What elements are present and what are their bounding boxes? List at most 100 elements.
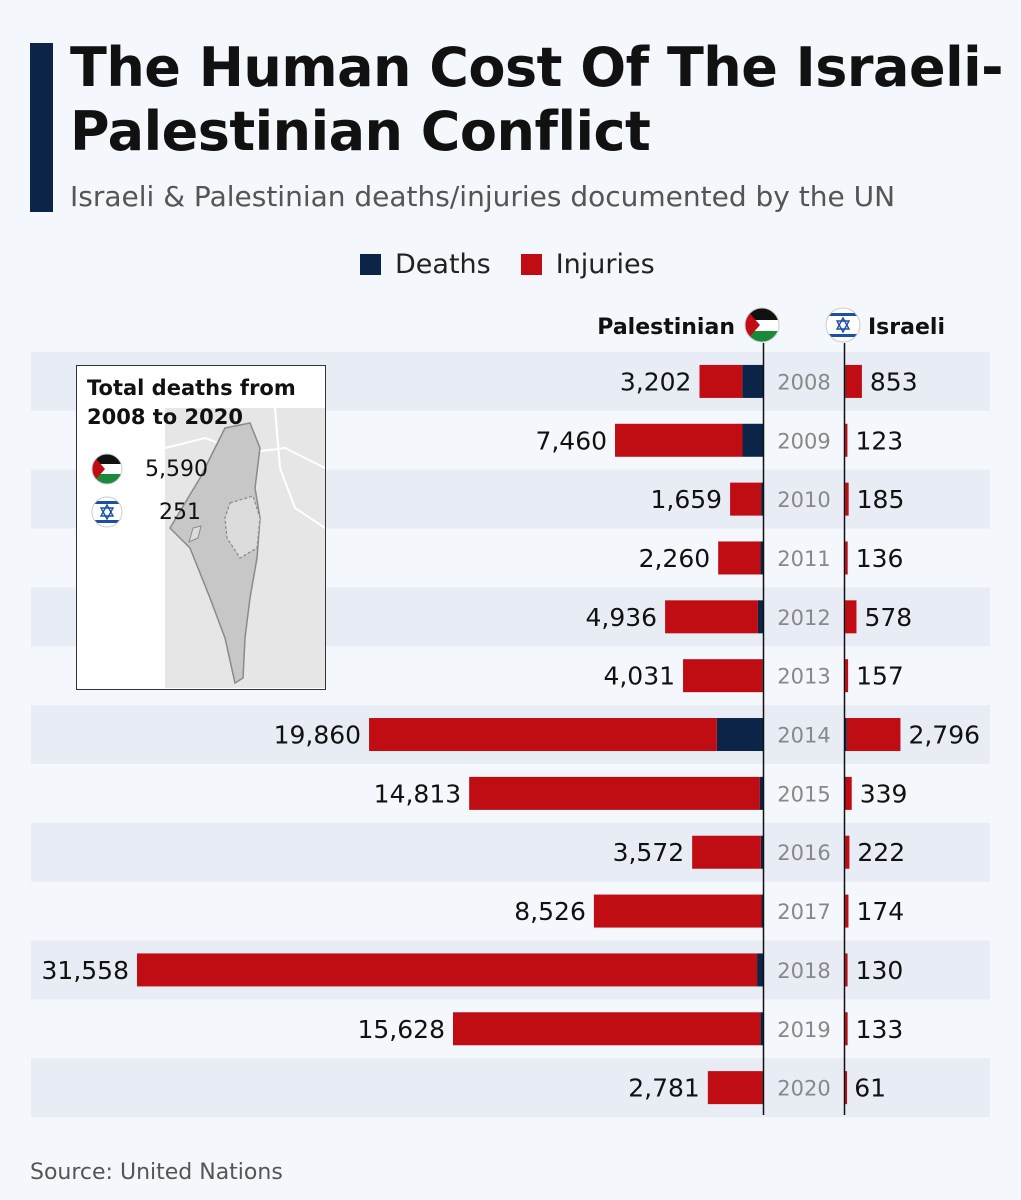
inset-row-palestinian: 5,590 [91,453,208,485]
value-label-palestinian: 15,628 [358,1015,445,1044]
value-label-palestinian: 1,659 [651,485,723,514]
title-accent-bar [30,43,53,212]
palestine-flag-icon [91,453,123,485]
year-label: 2017 [777,900,830,924]
year-label: 2009 [777,429,830,453]
year-label: 2014 [777,724,830,748]
row-band [31,1058,990,1118]
israel-map-illustration [165,408,325,688]
value-label-palestinian: 2,781 [628,1074,700,1103]
bar-palestinian-deaths [760,541,763,575]
bar-palestinian-deaths [760,835,763,869]
bar-palestinian-injuries [707,1071,763,1105]
value-label-israeli: 61 [854,1074,886,1103]
year-label: 2016 [777,841,830,865]
bar-palestinian-deaths [762,659,763,693]
bar-palestinian-injuries [452,1012,761,1046]
bar-palestinian-deaths [761,482,763,516]
legend-item-injuries: Injuries [520,248,655,280]
year-label: 2020 [777,1077,830,1101]
chart-area: Palestinian Israeli 3,202 853 2008 7,460 123… [31,307,990,1118]
bar-palestinian-injuries [137,953,758,987]
chart-subtitle: Israeli & Palestinian deaths/injuries do… [70,180,896,213]
value-label-israeli: 123 [855,426,903,455]
bar-israeli-injuries [845,659,849,693]
totals-inset-box: Total deaths from 2008 to 2020 5,590 [76,365,326,690]
value-label-israeli: 133 [856,1015,904,1044]
bar-palestinian-deaths [742,364,763,398]
israel-flag-icon [826,308,860,342]
bar-israeli-injuries [845,423,848,457]
bar-palestinian-injuries [718,541,761,575]
legend: Deaths Injuries [360,247,685,281]
bar-palestinian-injuries [692,835,761,869]
year-label: 2018 [777,959,830,983]
year-label: 2011 [777,547,830,571]
bar-israeli-injuries [845,541,848,575]
value-label-palestinian: 31,558 [42,956,129,985]
bar-palestinian-injuries [593,894,762,928]
inset-row-israeli: 251 [91,496,201,528]
year-label: 2013 [777,665,830,689]
bar-israeli-injuries [845,482,849,516]
bar-israeli-injuries [845,894,849,928]
legend-item-deaths: Deaths [360,249,491,280]
palestine-flag-icon [745,308,779,342]
year-label: 2010 [777,488,830,512]
bar-palestinian-deaths [759,776,763,810]
bar-palestinian-deaths [761,894,763,928]
row-band [31,822,990,882]
value-label-palestinian: 3,572 [613,838,685,867]
legend-label-injuries: Injuries [555,248,655,280]
value-label-israeli: 130 [856,956,904,985]
value-label-israeli: 136 [856,544,904,573]
bar-palestinian-injuries [369,718,717,752]
year-label: 2012 [777,606,830,630]
column-label-israeli: Israeli [868,315,945,340]
value-label-palestinian: 4,936 [586,603,658,632]
value-label-israeli: 2,796 [908,721,980,750]
chart-title: The Human Cost Of The Israeli-Palestinia… [70,36,1004,163]
source-note: Source: United Nations [30,1160,283,1185]
bar-palestinian-deaths [742,423,763,457]
value-label-palestinian: 2,260 [639,544,711,573]
legend-swatch-injuries [520,253,542,275]
bar-palestinian-deaths [757,953,763,987]
value-label-israeli: 222 [857,838,905,867]
value-label-israeli: 853 [870,367,918,396]
israeli-total-deaths: 251 [159,499,201,525]
legend-swatch-deaths [360,253,381,275]
bar-palestinian-injuries [699,364,743,398]
bar-israeli-injuries [846,718,901,752]
value-label-israeli: 157 [856,662,904,691]
bar-israeli-injuries [845,600,857,634]
israel-flag-icon [91,496,123,528]
value-label-israeli: 578 [864,603,912,632]
value-label-israeli: 339 [860,779,908,808]
value-label-palestinian: 19,860 [274,721,361,750]
bar-palestinian-deaths [762,1071,763,1105]
value-label-palestinian: 8,526 [514,897,586,926]
bar-palestinian-injuries [730,482,762,516]
value-label-israeli: 185 [857,485,905,514]
bar-israeli-injuries [845,364,862,398]
bar-palestinian-deaths [760,1012,763,1046]
value-labels: 3,202 853 2008 7,460 123 2009 1,659 185 2010 2,26… [42,367,981,1102]
bar-palestinian-deaths [716,718,763,752]
year-label: 2008 [777,370,830,394]
year-label: 2019 [777,1018,830,1042]
value-label-palestinian: 3,202 [620,367,692,396]
bar-palestinian-injuries [469,776,760,810]
inset-title: Total deaths from 2008 to 2020 [87,376,296,429]
bars [137,364,901,1105]
bar-israeli-deaths [845,364,846,398]
bar-israeli-injuries [845,1012,848,1046]
value-label-palestinian: 14,813 [374,779,461,808]
palestinian-total-deaths: 5,590 [145,456,208,482]
value-label-palestinian: 4,031 [603,662,675,691]
bar-israeli-injuries [845,953,848,987]
bar-palestinian-injuries [683,659,763,693]
value-label-israeli: 174 [856,897,904,926]
year-label: 2015 [777,782,830,806]
bar-palestinian-deaths [757,600,763,634]
